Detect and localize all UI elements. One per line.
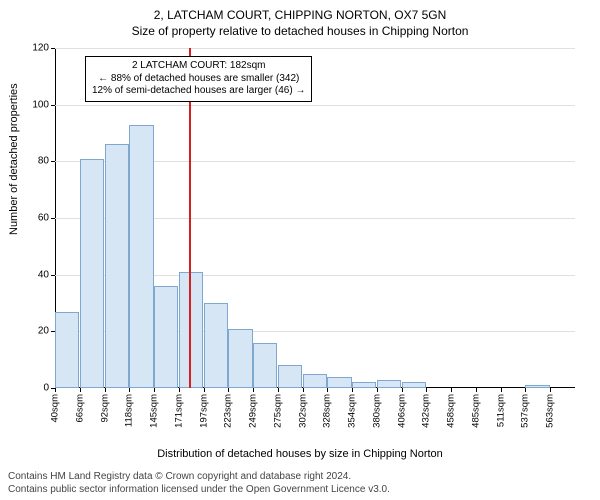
histogram-bar <box>105 144 129 388</box>
histogram-bar <box>253 343 277 388</box>
y-tick-label: 0 <box>43 383 49 394</box>
x-tick-mark <box>105 388 106 392</box>
x-tick-mark <box>327 388 328 392</box>
histogram-bar <box>303 374 327 388</box>
y-axis-label: Number of detached properties <box>8 83 20 235</box>
x-tick-label: 92sqm <box>99 394 110 423</box>
x-tick-mark <box>55 388 56 392</box>
x-tick-mark <box>525 388 526 392</box>
histogram-bar <box>278 365 302 388</box>
x-tick-label: 223sqm <box>223 394 234 428</box>
x-tick-mark <box>179 388 180 392</box>
x-tick-mark <box>129 388 130 392</box>
histogram-bar <box>154 286 178 388</box>
x-tick-label: 145sqm <box>149 394 160 428</box>
y-tick-label: 20 <box>38 326 49 337</box>
y-tick-mark <box>51 161 55 162</box>
x-tick-label: 354sqm <box>347 394 358 428</box>
x-tick-mark <box>501 388 502 392</box>
x-tick-mark <box>80 388 81 392</box>
y-tick-mark <box>51 48 55 49</box>
x-tick-mark <box>377 388 378 392</box>
x-tick-mark <box>253 388 254 392</box>
y-tick-label: 120 <box>32 43 49 54</box>
x-tick-mark <box>303 388 304 392</box>
histogram-bar <box>402 382 426 388</box>
x-tick-label: 66sqm <box>74 394 85 423</box>
y-tick-label: 100 <box>32 99 49 110</box>
histogram-bar <box>129 125 153 389</box>
x-tick-mark <box>352 388 353 392</box>
y-tick-label: 40 <box>38 269 49 280</box>
annotation-box: 2 LATCHAM COURT: 182sqm← 88% of detached… <box>85 56 312 102</box>
x-tick-label: 328sqm <box>322 394 333 428</box>
y-tick-mark <box>51 105 55 106</box>
y-tick-mark <box>51 218 55 219</box>
chart-title-subtitle: Size of property relative to detached ho… <box>0 22 600 38</box>
x-tick-label: 249sqm <box>248 394 259 428</box>
annotation-line2: ← 88% of detached houses are smaller (34… <box>92 73 305 86</box>
y-tick-label: 60 <box>38 213 49 224</box>
x-tick-mark <box>228 388 229 392</box>
x-tick-label: 406sqm <box>396 394 407 428</box>
x-tick-label: 458sqm <box>446 394 457 428</box>
histogram-bar <box>204 303 228 388</box>
x-tick-label: 511sqm <box>495 394 506 427</box>
x-tick-label: 118sqm <box>124 394 135 427</box>
histogram-bar <box>377 380 401 389</box>
annotation-line3: 12% of semi-detached houses are larger (… <box>92 85 305 98</box>
x-tick-label: 302sqm <box>297 394 308 428</box>
histogram-bar <box>327 377 351 388</box>
histogram-bar <box>55 312 79 389</box>
chart-container: 2, LATCHAM COURT, CHIPPING NORTON, OX7 5… <box>0 0 600 500</box>
histogram-bar <box>352 382 376 388</box>
x-tick-mark <box>402 388 403 392</box>
x-tick-label: 197sqm <box>198 394 209 428</box>
x-tick-mark <box>550 388 551 392</box>
x-tick-mark <box>426 388 427 392</box>
x-tick-label: 275sqm <box>272 394 283 428</box>
annotation-line1: 2 LATCHAM COURT: 182sqm <box>92 60 305 73</box>
chart-title-address: 2, LATCHAM COURT, CHIPPING NORTON, OX7 5… <box>0 0 600 22</box>
x-tick-label: 40sqm <box>50 394 61 423</box>
x-tick-label: 563sqm <box>545 394 556 428</box>
x-tick-label: 171sqm <box>173 394 184 428</box>
x-tick-label: 380sqm <box>371 394 382 428</box>
footer-line1: Contains HM Land Registry data © Crown c… <box>8 470 390 483</box>
x-tick-label: 432sqm <box>421 394 432 428</box>
y-tick-label: 80 <box>38 156 49 167</box>
grid-line <box>55 48 575 49</box>
x-tick-label: 485sqm <box>470 394 481 428</box>
footer-line2: Contains public sector information licen… <box>8 483 390 496</box>
histogram-bar <box>525 385 549 388</box>
y-tick-mark <box>51 275 55 276</box>
x-tick-mark <box>476 388 477 392</box>
x-tick-label: 537sqm <box>520 394 531 428</box>
plot-area: 02040608010012040sqm66sqm92sqm118sqm145s… <box>55 48 575 388</box>
footer-attribution: Contains HM Land Registry data © Crown c… <box>8 470 390 496</box>
histogram-bar <box>228 329 252 389</box>
grid-line <box>55 105 575 106</box>
x-tick-mark <box>451 388 452 392</box>
x-axis-label: Distribution of detached houses by size … <box>0 448 600 460</box>
x-tick-mark <box>154 388 155 392</box>
x-tick-mark <box>278 388 279 392</box>
histogram-bar <box>80 159 104 389</box>
x-tick-mark <box>204 388 205 392</box>
